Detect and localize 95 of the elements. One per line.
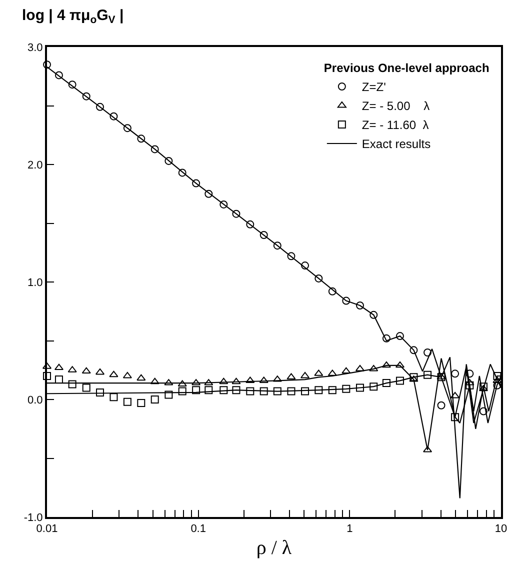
point: [150, 396, 159, 404]
point: [410, 373, 418, 382]
point: [342, 367, 351, 374]
point: [232, 210, 240, 218]
point: [110, 393, 118, 402]
point: [82, 367, 91, 374]
point: [451, 370, 460, 378]
y-axis-title: log | 4 πμ$_{o}$G$_{V}$ |: [22, 7, 124, 26]
point: [220, 386, 228, 394]
legend-label: Exact results: [362, 137, 431, 152]
legend-title: Previous One-level approach: [324, 61, 490, 75]
point: [273, 387, 282, 396]
point: [451, 413, 460, 422]
y-tick-label: 1.0: [28, 276, 43, 289]
point: [395, 361, 405, 368]
point: [479, 407, 488, 416]
point: [301, 387, 310, 396]
point: [396, 376, 404, 385]
legend-label: Z=Z': [362, 80, 386, 94]
point: [314, 274, 323, 282]
point: [356, 302, 364, 310]
point: [54, 71, 63, 80]
x-axis-title: ρ / λ: [256, 537, 292, 560]
point: [54, 364, 64, 370]
point: [355, 364, 365, 372]
point: [232, 386, 240, 394]
point: [328, 386, 336, 394]
point: [232, 378, 241, 384]
point: [192, 386, 200, 394]
point: [382, 379, 390, 388]
point: [219, 378, 228, 384]
point: [123, 124, 132, 132]
point: [450, 392, 460, 398]
point: [137, 399, 146, 408]
point: [466, 381, 474, 390]
point: [246, 220, 254, 228]
point: [136, 374, 146, 381]
point: [369, 364, 378, 372]
y-tick-label: -1.0: [24, 512, 43, 524]
point: [328, 287, 336, 296]
point: [479, 382, 488, 391]
point: [96, 388, 104, 396]
point: [478, 384, 488, 392]
point: [178, 168, 186, 177]
y-tick-label: 3.0: [28, 42, 43, 54]
point: [260, 387, 268, 396]
point: [82, 384, 90, 392]
point: [287, 252, 296, 260]
point: [314, 386, 323, 394]
point: [466, 370, 474, 378]
point: [437, 373, 446, 382]
point: [123, 398, 132, 406]
y-tick-label: 2.0: [28, 159, 43, 172]
point: [301, 262, 310, 270]
point: [204, 386, 213, 394]
point: [150, 145, 159, 154]
point: [220, 200, 228, 208]
point: [370, 310, 378, 319]
x-tick-label: 0.1: [190, 523, 206, 536]
point: [68, 80, 76, 89]
point: [204, 190, 213, 198]
point: [137, 134, 146, 143]
point: [342, 384, 350, 393]
point: [246, 387, 254, 396]
point: [396, 332, 404, 340]
point: [287, 387, 296, 396]
point: [109, 370, 118, 378]
point: [410, 346, 418, 354]
point: [382, 334, 390, 342]
x-tick-label: 1: [346, 523, 353, 536]
x-tick-label: 0.01: [36, 523, 58, 536]
point: [68, 380, 76, 388]
point: [192, 179, 200, 188]
legend-label: Z= - 5.00 λ: [362, 99, 430, 114]
point: [96, 102, 104, 111]
point: [424, 370, 432, 379]
point: [382, 361, 391, 368]
point: [110, 112, 118, 120]
point: [370, 382, 378, 391]
y-tick-label: 0.0: [28, 394, 43, 406]
point: [150, 378, 160, 384]
legend-label: Z= - 11.60 λ: [362, 118, 429, 132]
x-tick-label: 10: [494, 523, 508, 536]
point: [178, 387, 186, 396]
point: [493, 372, 502, 380]
point: [424, 348, 432, 356]
point: [356, 384, 364, 392]
point: [82, 92, 90, 100]
point: [95, 368, 105, 375]
point: [260, 231, 268, 239]
point: [273, 242, 282, 250]
point: [342, 296, 350, 305]
point: [164, 390, 173, 399]
point: [164, 156, 173, 165]
point: [437, 401, 446, 410]
